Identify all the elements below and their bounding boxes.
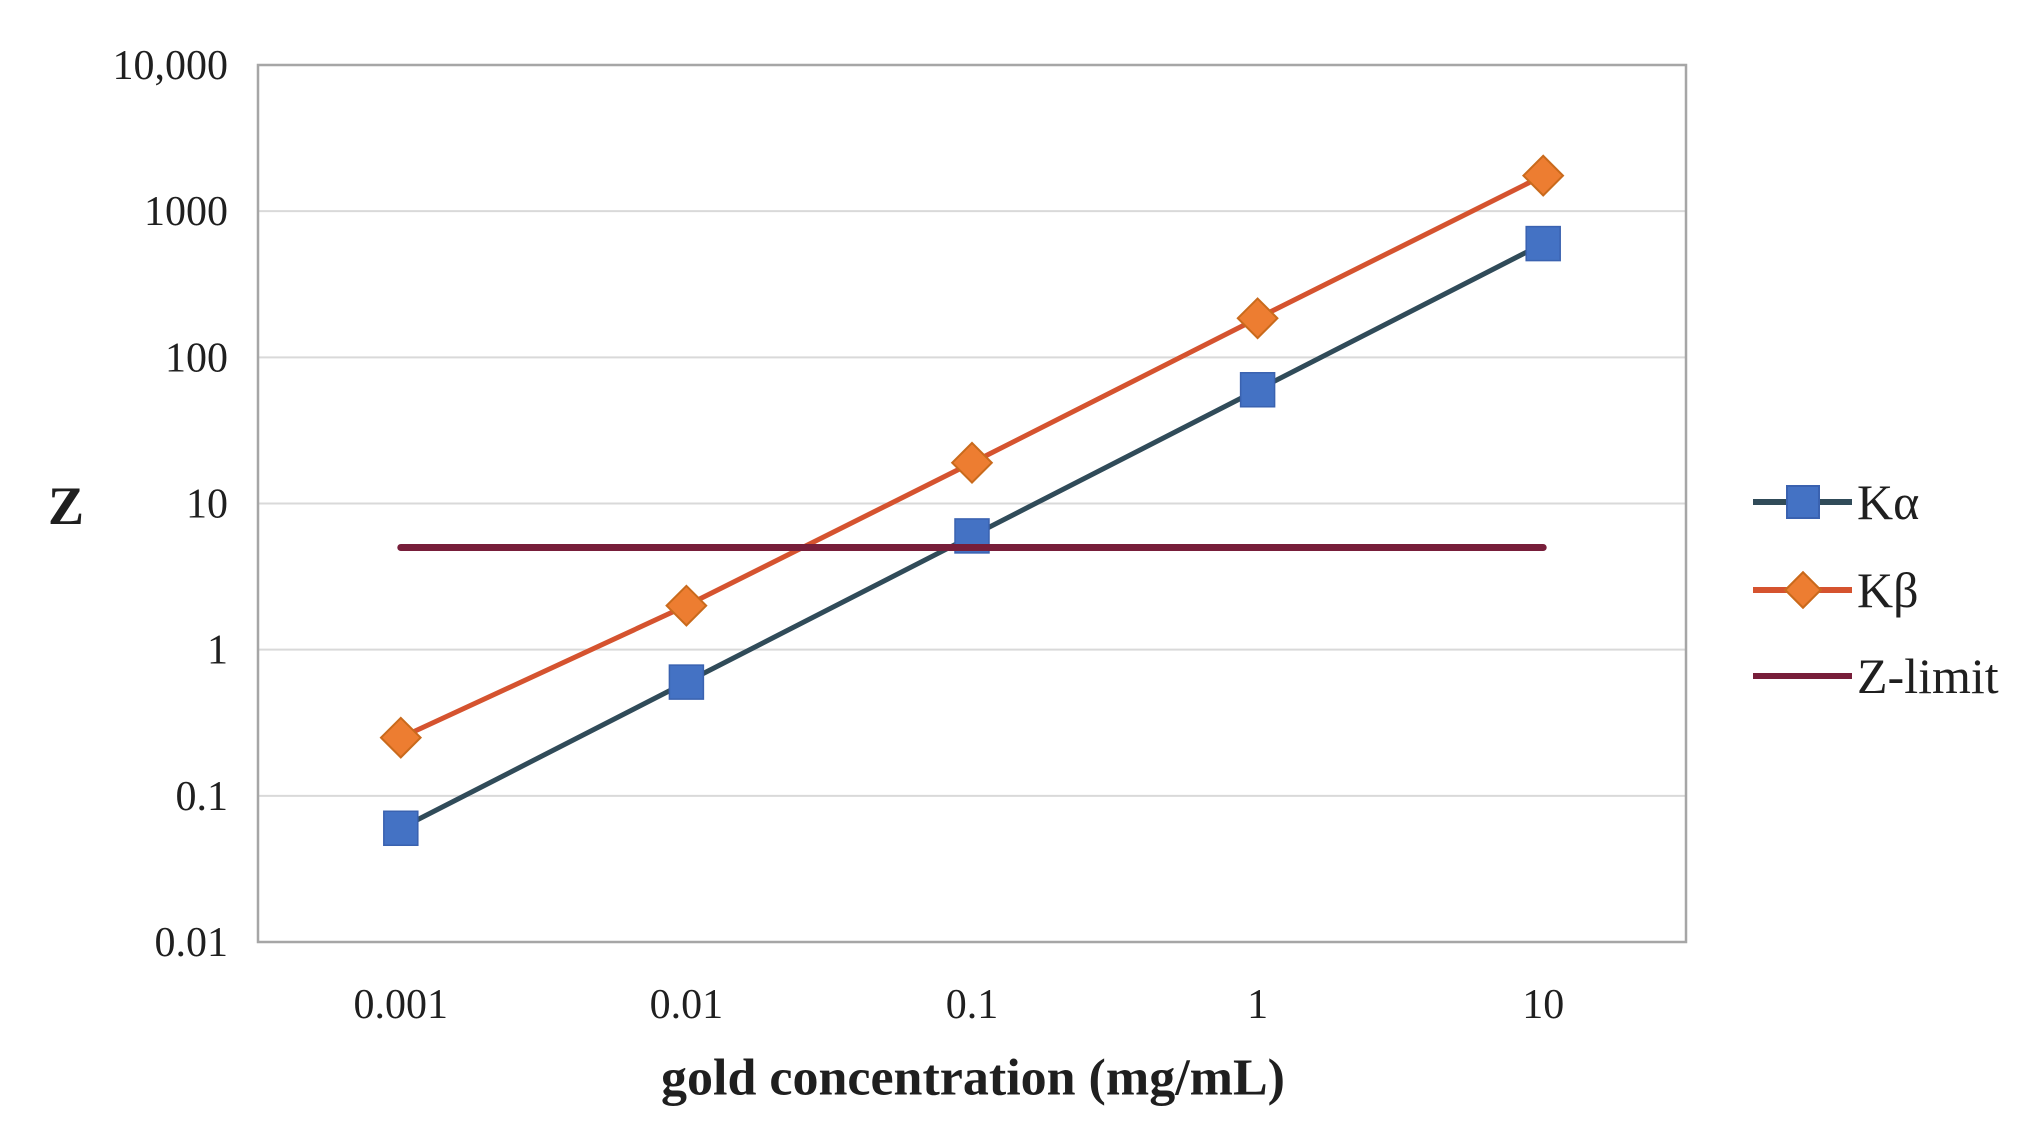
square-marker-icon [1785,485,1820,519]
y-tick-label: 0.01 [155,920,229,966]
y-tick-label: 10 [186,482,228,528]
x-tick-label: 1 [1247,982,1268,1028]
data-point-diamond-kbeta [950,441,994,484]
data-point-diamond-kbeta [665,584,708,627]
data-point-square-kalpha [383,810,419,847]
x-tick-label: 0.01 [650,982,724,1028]
legend-swatch-kalpha [1753,476,1852,528]
x-tick-label: 10 [1522,982,1564,1028]
y-tick-label: 100 [165,335,228,381]
data-point-diamond-kbeta [1236,297,1279,340]
legend-label-kbeta: Kβ [1857,562,1919,618]
data-point-square-kalpha [1525,225,1561,262]
x-tick-label: 0.1 [946,982,999,1028]
legend-swatch-zlimit [1753,650,1852,702]
y-tick-label: 10,000 [113,43,229,89]
y-tick-label: 1 [207,628,228,674]
data-point-diamond-kbeta [379,716,423,759]
y-tick-label: 1000 [144,189,228,235]
x-tick-label: 0.001 [354,982,449,1028]
y-axis-title: Z [47,476,85,536]
x-axis-title: gold concentration (mg/mL) [661,1049,1285,1107]
legend-swatch-kbeta [1753,564,1852,616]
legend-label-zlimit: Z-limit [1857,648,1999,704]
y-tick-label: 0.1 [176,774,229,820]
data-point-diamond-kbeta [1521,154,1565,197]
legend-item-zlimit: Z-limit [1753,648,1999,704]
legend-line-zlimit-icon [1753,673,1852,679]
data-point-square-kalpha [1239,372,1276,408]
legend-label-kalpha: Kα [1857,474,1920,530]
plot-border [256,63,1688,944]
diamond-marker-icon [1783,570,1822,610]
data-point-square-kalpha [668,664,705,700]
legend-item-kalpha: Kα [1753,474,1920,530]
legend-item-kbeta: Kβ [1753,562,1919,618]
